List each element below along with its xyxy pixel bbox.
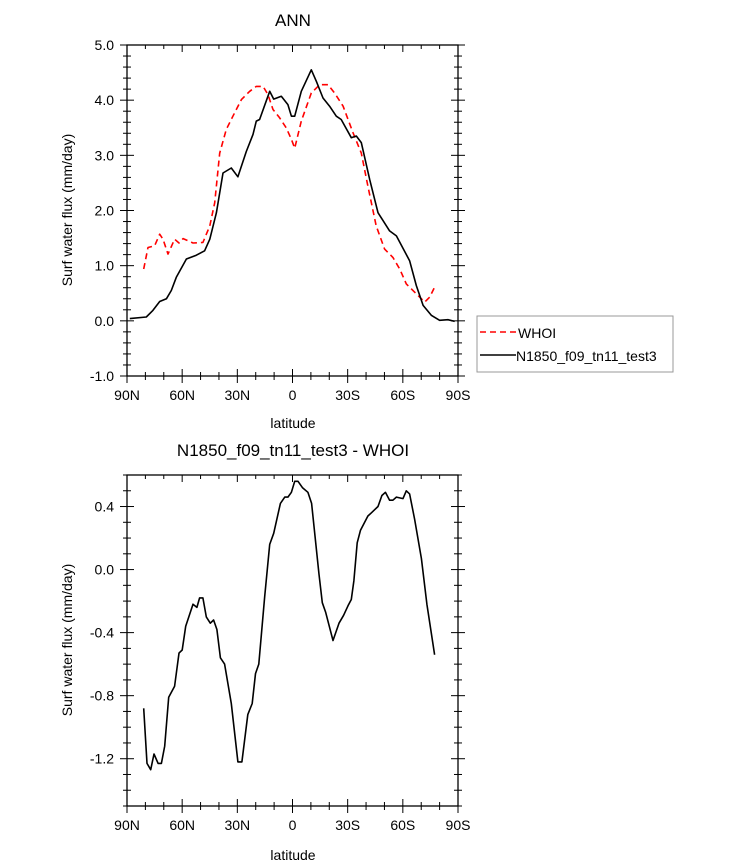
- legend-label-whoi: WHOI: [518, 325, 556, 341]
- top-plot-frame: [126, 44, 459, 377]
- bottom-chart-ylabel: Surf water flux (mm/day): [59, 564, 75, 716]
- y-tick-label: 2.0: [95, 203, 115, 219]
- y-tick-label: 4.0: [95, 92, 115, 108]
- legend-label-test: N1850_f09_tn11_test3: [516, 348, 657, 364]
- legend-box: [476, 315, 674, 373]
- bottom-plot: 90N 60N 30N 0 30S 60S 90S -1.2 -0.8 -0.4 0.0 0.4: [90, 474, 471, 833]
- y-tick-label: -0.4: [90, 625, 114, 641]
- series-line-whoi: [142, 83, 436, 303]
- x-tick-label: 30S: [335, 817, 360, 833]
- y-tick-label: 3.0: [95, 147, 115, 163]
- y-tick-label: -0.8: [90, 688, 114, 704]
- y-tick-label: -1.2: [90, 751, 114, 767]
- bottom-chart-title: N1850_f09_tn11_test3 - WHOI: [177, 441, 409, 460]
- x-tick-label: 90N: [114, 817, 140, 833]
- series-line-difference: [142, 480, 436, 771]
- x-tick-label: 30S: [335, 387, 360, 403]
- y-tick-label: 1.0: [95, 258, 115, 274]
- series-line-n1850-f09-tn11-test3: [129, 69, 455, 323]
- top-chart-ylabel: Surf water flux (mm/day): [59, 134, 75, 286]
- x-tick-label: 90S: [446, 817, 471, 833]
- x-tick-label: 30N: [224, 817, 250, 833]
- x-tick-label: 0: [289, 387, 297, 403]
- y-tick-label: 0.0: [95, 313, 115, 329]
- x-tick-label: 90N: [114, 387, 140, 403]
- x-tick-label: 60S: [390, 817, 415, 833]
- top-chart-xlabel: latitude: [270, 415, 315, 431]
- x-tick-label: 90S: [446, 387, 471, 403]
- top-plot: 90N 60N 30N 0 30S 60S 90S -1.0 0.0 1.0 2.0 3.0 4.0 5.…: [90, 37, 471, 403]
- top-chart-title: ANN: [275, 11, 311, 30]
- y-tick-label: 0.4: [95, 499, 115, 515]
- y-tick-label: 0.0: [95, 562, 115, 578]
- x-tick-label: 60S: [390, 387, 415, 403]
- bottom-plot-frame: [126, 474, 459, 807]
- legend: WHOI N1850_f09_tn11_test3: [476, 315, 674, 373]
- bottom-chart-xlabel: latitude: [270, 847, 315, 863]
- y-tick-label: 5.0: [95, 37, 115, 53]
- x-tick-label: 30N: [224, 387, 250, 403]
- x-tick-label: 60N: [169, 817, 195, 833]
- y-tick-label: -1.0: [90, 368, 114, 384]
- x-tick-label: 60N: [169, 387, 195, 403]
- x-tick-label: 0: [289, 817, 297, 833]
